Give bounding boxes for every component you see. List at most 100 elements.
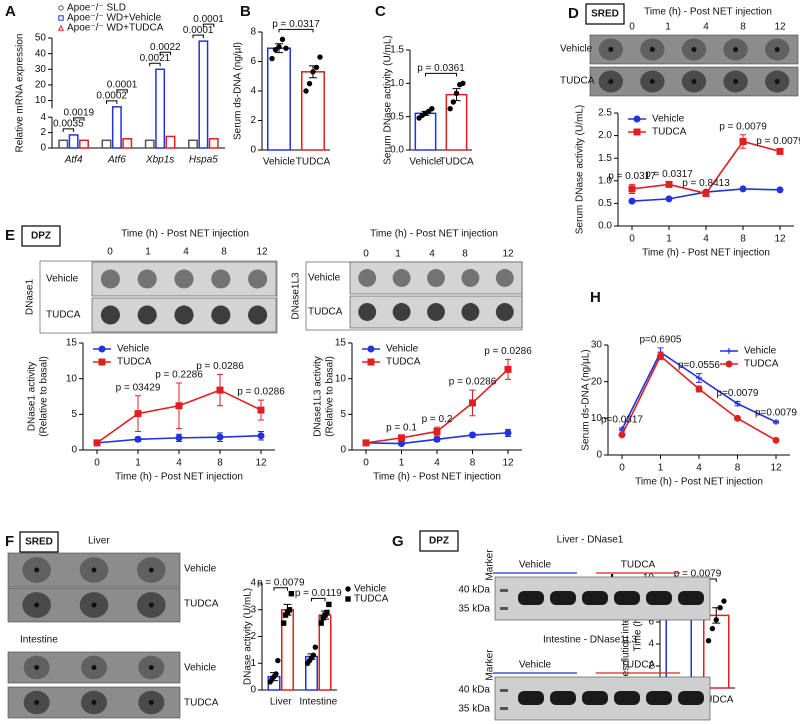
band [678, 691, 704, 705]
spot [174, 269, 194, 289]
y-tick-label: 1 [250, 658, 256, 669]
y-axis-label: Serum DNase activity (U/mL) [383, 35, 394, 164]
legend-label: TUDCA [354, 594, 389, 605]
marker [288, 591, 295, 597]
bar [267, 47, 291, 151]
band [582, 691, 608, 705]
time-label: 8 [221, 247, 227, 258]
spot [148, 700, 154, 705]
method-label: DPZ [31, 231, 51, 242]
marker [717, 605, 723, 611]
p-value: p = 0.0317 [272, 19, 320, 30]
ladder [500, 607, 508, 610]
panel-letter: H [590, 289, 601, 306]
marker [134, 410, 142, 418]
row-label: Vehicle [46, 274, 79, 285]
marker [303, 88, 309, 94]
time-label: 1 [145, 247, 151, 258]
y-tick-label: 4 [250, 86, 256, 97]
p-value: p = 0.0079 [674, 569, 722, 580]
marker [362, 439, 370, 447]
marker [709, 625, 716, 632]
p-value: 0.0035 [53, 119, 84, 130]
y-tick-label: 5 [71, 409, 77, 420]
marker [272, 47, 279, 53]
spot [608, 79, 614, 84]
x-tick-label: Intestine [299, 697, 337, 708]
p-value: 0.0001 [193, 14, 224, 25]
y-tick-label: 0 [71, 445, 77, 456]
y-tick-label: 15 [335, 338, 347, 349]
significance-bracket [311, 597, 326, 602]
marker [447, 105, 453, 112]
band [678, 591, 704, 605]
panel-letter: C [375, 3, 386, 20]
spot [691, 47, 697, 52]
y-tick-label: 4 [648, 639, 654, 650]
row-label: TUDCA [184, 698, 219, 709]
row-label: Vehicle [308, 273, 341, 284]
y-tick-label: 2 [648, 661, 654, 672]
marker [367, 345, 375, 353]
panel-letter: D [568, 5, 579, 22]
spot [495, 303, 514, 321]
marker [58, 15, 64, 21]
marker [433, 435, 441, 443]
spot [91, 700, 97, 705]
x-tick-label: Xbp1s [145, 155, 174, 166]
spot [392, 303, 411, 321]
bar [301, 71, 325, 151]
marker [269, 55, 275, 62]
y-tick-label: 50 [35, 33, 47, 44]
legend-label: Apoe⁻/⁻ WD+Vehicle [67, 13, 162, 24]
spot [774, 79, 780, 84]
bar [703, 614, 730, 689]
method-label: SRED [25, 537, 53, 548]
legend-label: TUDCA [386, 357, 421, 368]
x-tick-label: Atf4 [64, 155, 83, 166]
y-tick-label: 2.5 [598, 108, 612, 119]
marker [306, 80, 313, 87]
row-label: Vehicle [560, 44, 593, 55]
panel-letter: B [240, 3, 251, 20]
spot [774, 47, 780, 52]
y-tick-label: 0 [250, 685, 256, 696]
y-tick-label: 2 [250, 631, 256, 642]
spot [392, 269, 411, 287]
spot [427, 269, 445, 287]
marker [216, 386, 224, 394]
spot [211, 305, 231, 325]
p-value: 0.0021 [140, 53, 171, 64]
p-value: p=0.0079 [755, 408, 797, 419]
bar [68, 134, 79, 149]
row-label: Vehicle [184, 564, 217, 575]
marker [739, 137, 747, 145]
spot [34, 602, 40, 608]
marker [398, 434, 405, 442]
y-tick-label: 0 [250, 145, 256, 156]
p-value: p = 0.0317 [608, 171, 656, 182]
blot-title: Time (h) - Post NET injection [121, 229, 249, 240]
marker [175, 402, 183, 410]
y-tick-label: 0.5 [390, 111, 404, 122]
spot [34, 665, 40, 670]
marker [345, 596, 351, 602]
p-value: p = 0.1 [386, 422, 417, 433]
marker [665, 195, 673, 203]
band [518, 591, 544, 605]
spot [608, 47, 614, 52]
panel-letter: E [5, 227, 15, 244]
band [646, 591, 672, 605]
x-tick-label: 12 [774, 234, 786, 245]
ladder [500, 707, 508, 710]
spot [691, 79, 697, 84]
marker [696, 375, 702, 381]
marker [273, 671, 279, 677]
x-tick-label: 4 [703, 234, 709, 245]
marker [280, 620, 287, 626]
spot [174, 305, 194, 325]
marker [772, 436, 780, 444]
spot [248, 305, 268, 325]
y-tick-label: 6 [648, 617, 654, 628]
marker [279, 36, 286, 43]
